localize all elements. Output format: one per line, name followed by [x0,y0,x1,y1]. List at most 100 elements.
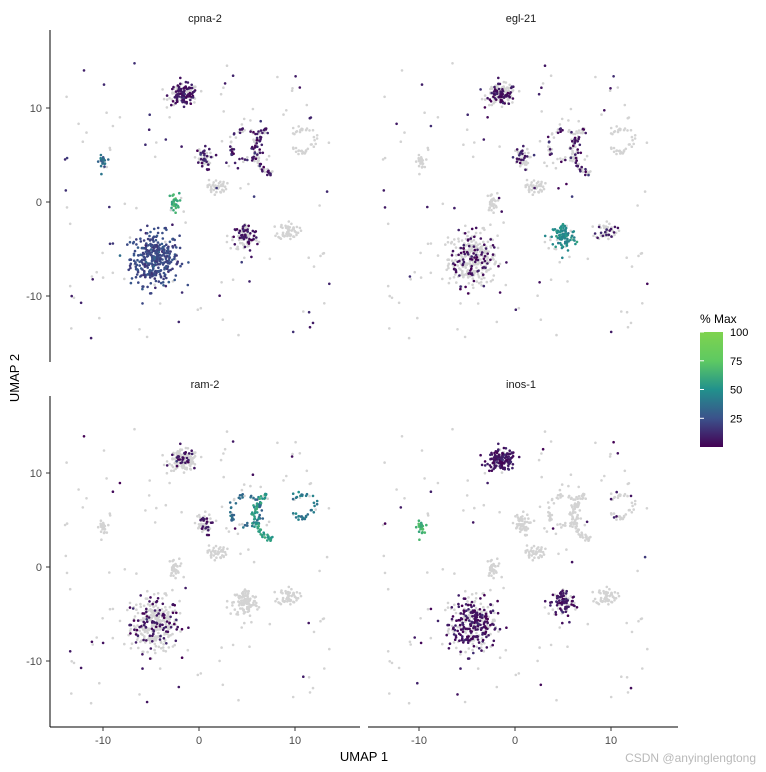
umap-point [550,518,553,521]
umap-point [520,519,523,522]
umap-point [141,287,144,291]
umap-point [199,518,202,522]
umap-point [133,628,136,631]
umap-point [561,158,565,161]
umap-point [65,95,68,99]
umap-point [495,92,498,95]
umap-point [571,515,574,518]
umap-point [123,277,126,281]
umap-point [579,497,582,500]
umap-point [148,276,152,279]
umap-point [537,458,541,462]
umap-point [486,462,489,466]
umap-point [190,86,194,90]
umap-point [609,330,613,334]
umap-point [281,591,284,595]
umap-point [256,608,259,611]
umap-point [474,592,478,595]
umap-point [157,631,160,635]
umap-point [171,280,175,283]
umap-point [447,281,451,285]
umap-point [497,442,500,446]
umap-point [580,534,584,537]
umap-point [504,81,508,84]
umap-point [209,155,213,159]
umap-point [248,614,252,617]
umap-point [453,638,457,641]
umap-point [501,88,504,91]
umap-point [472,604,476,607]
umap-point [523,156,526,160]
umap-point [490,453,494,456]
y-tick-label: 0 [36,197,42,209]
umap-point [464,650,467,654]
umap-point [478,612,482,616]
umap-point [491,643,495,647]
umap-point [469,237,473,240]
umap-point [197,523,201,526]
umap-point [577,485,580,489]
umap-point [165,243,168,246]
umap-point [291,497,295,501]
umap-point [168,605,172,609]
umap-point [552,502,556,505]
umap-point [232,148,236,151]
umap-point [495,464,498,468]
umap-point [168,256,171,259]
umap-point [613,599,616,602]
umap-point [295,599,298,602]
umap-point [208,527,212,530]
umap-point [155,599,159,603]
umap-point [503,453,507,457]
umap-point [464,603,468,606]
umap-point [583,158,587,161]
umap-point [599,231,603,235]
umap-point [477,281,481,285]
umap-point [472,238,476,242]
umap-point [213,551,216,554]
umap-point [483,608,486,612]
umap-point [604,230,607,234]
umap-point [204,524,207,527]
umap-point [275,597,279,601]
umap-point [646,647,649,651]
umap-point [178,199,182,202]
umap-point [253,506,256,509]
umap-point [457,237,460,240]
umap-point [456,693,459,696]
umap-point [246,524,249,527]
umap-point [175,96,178,99]
umap-point [208,147,211,151]
umap-point [640,251,644,255]
umap-point [498,291,502,294]
umap-point [287,585,291,589]
umap-point [289,234,292,237]
umap-point [207,533,211,537]
umap-point [225,430,229,433]
legend-tick-label: 50 [730,385,742,397]
umap-point [123,202,127,206]
umap-point [63,158,67,161]
umap-point [473,609,477,612]
umap-point [561,589,564,592]
umap-point [219,458,223,462]
umap-point [622,494,626,498]
umap-point [139,618,142,622]
umap-point [561,256,564,260]
umap-point [615,518,618,521]
umap-point [532,179,536,182]
umap-point [251,522,254,525]
umap-point [573,601,576,605]
umap-point [616,592,620,595]
umap-point [525,533,529,537]
umap-point [245,224,249,228]
umap-point [258,530,261,534]
umap-point [319,254,322,258]
umap-point [180,145,183,148]
x-axis-title: UMAP 1 [340,749,388,764]
umap-point [169,208,173,212]
umap-point [129,632,132,635]
umap-point [268,172,272,175]
umap-point [314,142,318,146]
umap-point [479,237,483,240]
